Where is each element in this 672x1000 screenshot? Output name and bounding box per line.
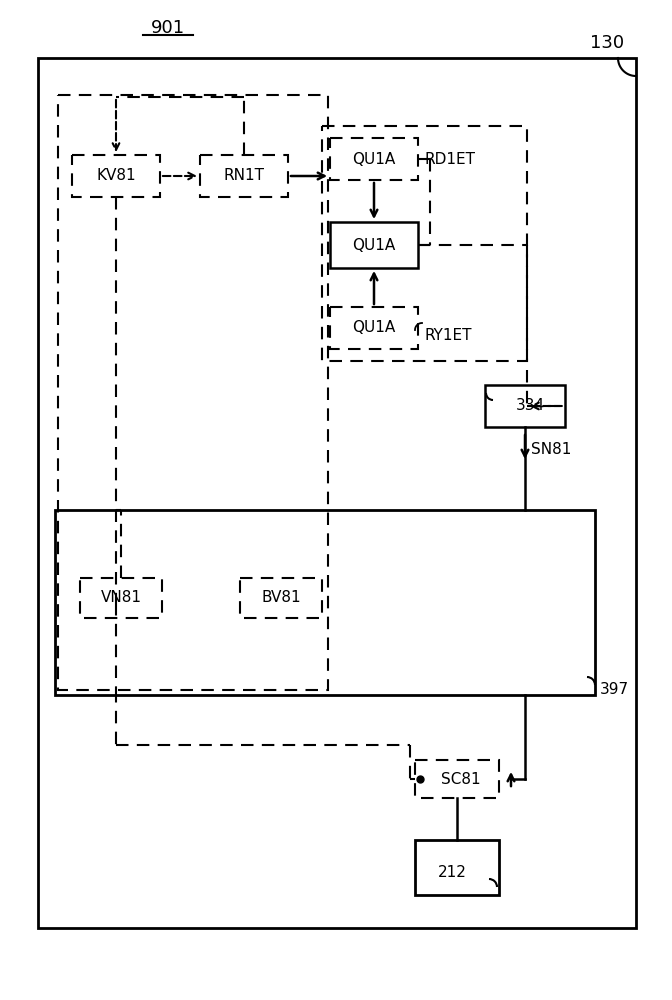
Text: RN1T: RN1T — [224, 168, 265, 184]
Bar — [200, 155, 288, 197]
Bar — [330, 222, 418, 268]
Text: 334: 334 — [515, 398, 544, 414]
Text: SC81: SC81 — [442, 772, 480, 786]
Text: QU1A: QU1A — [352, 151, 396, 166]
Text: VN81: VN81 — [101, 590, 142, 605]
Bar — [38, 58, 636, 928]
Bar — [72, 155, 160, 197]
Text: 901: 901 — [151, 19, 185, 37]
Text: KV81: KV81 — [96, 168, 136, 184]
Bar — [55, 510, 595, 695]
Text: 130: 130 — [590, 34, 624, 52]
Text: RD1ET: RD1ET — [424, 151, 475, 166]
Bar — [330, 138, 418, 180]
Bar — [415, 760, 499, 798]
Text: BV81: BV81 — [261, 590, 301, 605]
Text: SN81: SN81 — [531, 442, 571, 456]
Bar — [485, 385, 565, 427]
Text: 397: 397 — [600, 682, 629, 698]
Bar — [322, 126, 527, 361]
Text: RY1ET: RY1ET — [424, 328, 472, 344]
Bar — [58, 95, 328, 690]
Bar — [415, 840, 499, 895]
Bar — [330, 307, 418, 349]
Text: 212: 212 — [437, 865, 466, 880]
Bar — [80, 578, 162, 618]
Bar — [240, 578, 322, 618]
Text: QU1A: QU1A — [352, 237, 396, 252]
Text: QU1A: QU1A — [352, 320, 396, 336]
